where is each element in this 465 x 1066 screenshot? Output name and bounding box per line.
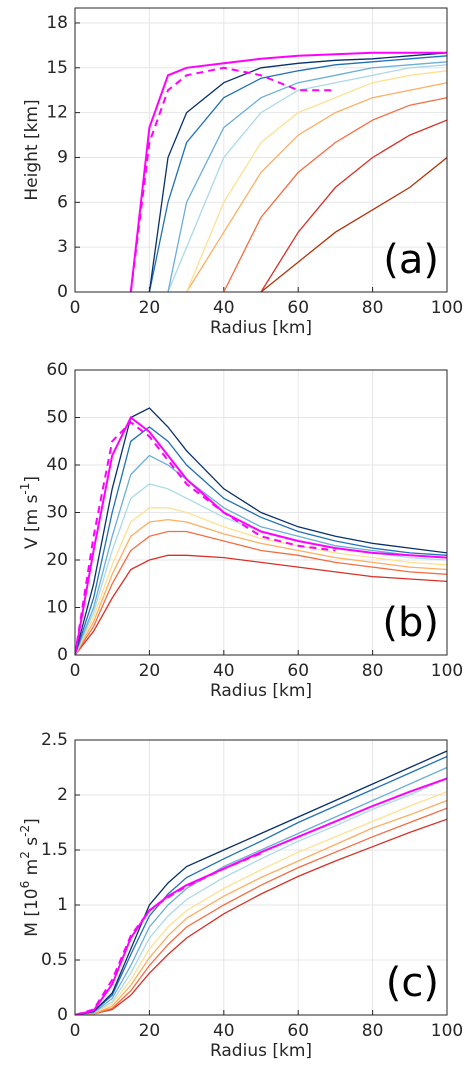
y-axis-label: M [106 m2 s-2] xyxy=(18,818,43,936)
y-tick-label: 6 xyxy=(57,192,68,212)
series-line xyxy=(223,97,447,292)
y-tick-label: 0 xyxy=(57,282,68,302)
plot-frame xyxy=(74,369,448,656)
x-tick-label: 20 xyxy=(139,298,161,318)
x-tick-label: 60 xyxy=(287,661,309,681)
y-axis-label: V [m s-1] xyxy=(18,476,43,549)
panel: 0 0.5 1 1.5 2 2.5 0 20 40 60 80 100 Radius [km] M [10… xyxy=(18,730,464,1061)
series-line xyxy=(75,415,447,655)
x-tick-label: 0 xyxy=(70,1021,81,1041)
panel: 0 3 6 9 12 15 18 0 20 40 60 80 100 Radius [km] Height … xyxy=(22,7,463,338)
x-tick-label: 0 xyxy=(70,661,81,681)
x-tick-label: 100 xyxy=(431,298,463,318)
y-tick-label: 0.5 xyxy=(41,950,68,970)
x-tick-label: 0 xyxy=(70,298,81,318)
y-tick-label: 2 xyxy=(57,785,68,805)
series-line xyxy=(129,51,447,292)
y-axis-label-part: M [10 xyxy=(22,888,42,936)
plot-frame xyxy=(74,739,448,1016)
series-line xyxy=(167,64,447,292)
y-axis-label-part: -1 xyxy=(18,483,32,495)
y-axis-label-part: 6 xyxy=(18,881,32,889)
y-axis-label-part: -2 xyxy=(18,825,32,837)
series-line xyxy=(75,507,447,655)
series-line xyxy=(186,82,447,292)
series-line xyxy=(260,119,447,292)
series-line xyxy=(185,70,447,292)
series-line xyxy=(75,818,447,1015)
y-tick-label: 9 xyxy=(57,147,68,167)
x-tick-label: 80 xyxy=(362,298,384,318)
y-tick-label: 3 xyxy=(57,237,68,257)
y-axis-label-part: ] xyxy=(22,818,42,825)
series-line xyxy=(148,52,447,292)
y-axis-label-part: Height [km] xyxy=(22,99,42,200)
series-line xyxy=(75,755,447,1015)
series-line xyxy=(75,426,447,655)
y-axis-label-part: ] xyxy=(22,476,42,483)
x-tick-label: 60 xyxy=(287,298,309,318)
y-tick-label: 12 xyxy=(46,103,68,123)
y-tick-label: 60 xyxy=(46,360,68,380)
lines xyxy=(75,750,447,1015)
lines xyxy=(129,51,447,292)
series-line xyxy=(75,454,447,655)
y-tick-label: 1.5 xyxy=(41,840,68,860)
x-tick-label: 40 xyxy=(213,1021,235,1041)
x-tick-label: 80 xyxy=(362,661,384,681)
x-tick-label: 100 xyxy=(431,661,463,681)
y-tick-label: 0 xyxy=(57,1005,68,1025)
y-tick-label: 18 xyxy=(46,13,68,33)
panel-annotation: (b) xyxy=(382,600,439,646)
x-tick-label: 40 xyxy=(213,298,235,318)
y-tick-label: 20 xyxy=(46,550,68,570)
y-axis-label-part: m xyxy=(22,859,42,881)
series-line xyxy=(75,750,447,1015)
y-axis-label-part: 2 xyxy=(18,851,32,859)
series-line xyxy=(75,777,447,1015)
x-tick-label: 100 xyxy=(431,1021,463,1041)
panel: 0 10 20 30 40 50 60 0 20 40 60 80 100 Radius [km] V [m… xyxy=(18,360,464,701)
series-line xyxy=(75,518,447,655)
series-line xyxy=(75,420,336,655)
series-line xyxy=(167,61,447,292)
y-tick-label: 40 xyxy=(46,455,68,475)
x-tick-label: 80 xyxy=(362,1021,384,1041)
y-tick-label: 15 xyxy=(46,58,68,78)
panel-annotation: (c) xyxy=(386,960,439,1006)
y-axis-label-part: V [m s xyxy=(22,494,42,549)
plot-frame xyxy=(74,7,448,293)
x-axis-label: Radius [km] xyxy=(210,318,312,338)
series-line xyxy=(75,407,447,655)
y-axis-label: Height [km] xyxy=(22,99,42,200)
series-line xyxy=(75,791,447,1015)
x-axis-label: Radius [km] xyxy=(210,1041,312,1061)
y-tick-label: 2.5 xyxy=(41,730,68,750)
series-line xyxy=(75,807,447,1015)
series-line xyxy=(260,156,447,292)
y-tick-label: 1 xyxy=(57,895,68,915)
y-tick-label: 0 xyxy=(57,645,68,665)
lines xyxy=(75,407,447,655)
series-line xyxy=(75,530,447,655)
x-axis-label: Radius [km] xyxy=(210,681,312,701)
x-tick-label: 20 xyxy=(139,661,161,681)
series-line xyxy=(148,55,447,292)
x-tick-label: 40 xyxy=(213,661,235,681)
y-tick-label: 10 xyxy=(46,598,68,618)
y-tick-label: 30 xyxy=(46,503,68,523)
y-axis-label-part: s xyxy=(22,837,42,851)
series-line xyxy=(129,66,336,292)
x-tick-label: 20 xyxy=(139,1021,161,1041)
series-line xyxy=(75,554,447,655)
y-tick-label: 50 xyxy=(46,408,68,428)
x-tick-label: 60 xyxy=(287,1021,309,1041)
series-line xyxy=(75,852,262,1015)
panel-annotation: (a) xyxy=(383,237,439,283)
series-line xyxy=(75,799,447,1015)
